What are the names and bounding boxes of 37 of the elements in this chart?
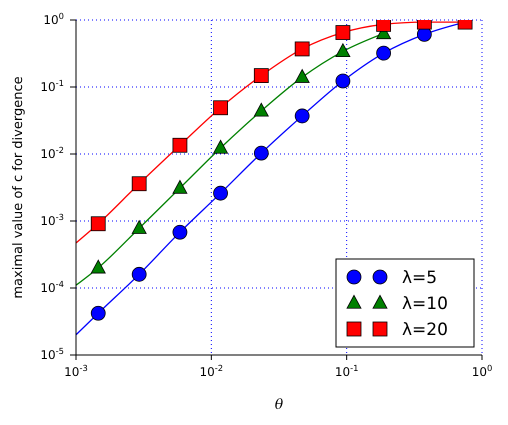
y-tick-label: 10$^{-1}$: [40, 78, 64, 94]
point: [90, 216, 106, 232]
point: [336, 74, 350, 88]
point: [213, 100, 228, 116]
y-axis-title: maximal value of c for divergence: [11, 76, 26, 299]
legend-label: λ=5: [402, 268, 438, 288]
point: [254, 68, 269, 83]
point: [294, 69, 310, 83]
point: [213, 186, 228, 201]
y-tick-label: 10$^{-3}$: [40, 212, 64, 228]
point: [172, 224, 188, 240]
point: [90, 260, 106, 274]
point: [254, 102, 269, 117]
point: [254, 146, 269, 161]
point: [336, 43, 350, 58]
x-tick-label: 10$^{-1}$: [334, 363, 358, 379]
x-tick-label: 10$^{0}$: [472, 363, 492, 379]
y-tick-label: 10$^{-2}$: [40, 145, 64, 161]
y-tick-label: 10$^{-4}$: [40, 279, 64, 295]
point: [336, 25, 350, 40]
x-axis-title: θ: [274, 397, 284, 413]
point: [376, 46, 392, 61]
point: [132, 176, 147, 192]
x-tick-label: 10$^{-3}$: [64, 363, 88, 379]
point: [132, 220, 147, 234]
legend-label: λ=10: [402, 294, 448, 314]
y-tick-label: 10$^{0}$: [43, 11, 64, 27]
legend-label: λ=20: [402, 320, 448, 340]
y-tick-label: 10$^{-5}$: [40, 346, 64, 362]
point: [213, 140, 228, 154]
point: [172, 138, 188, 153]
point: [132, 266, 147, 282]
point: [294, 108, 310, 124]
point: [90, 306, 106, 321]
x-tick-label: 10$^{-2}$: [200, 363, 224, 379]
point: [294, 42, 310, 56]
point: [172, 180, 188, 194]
